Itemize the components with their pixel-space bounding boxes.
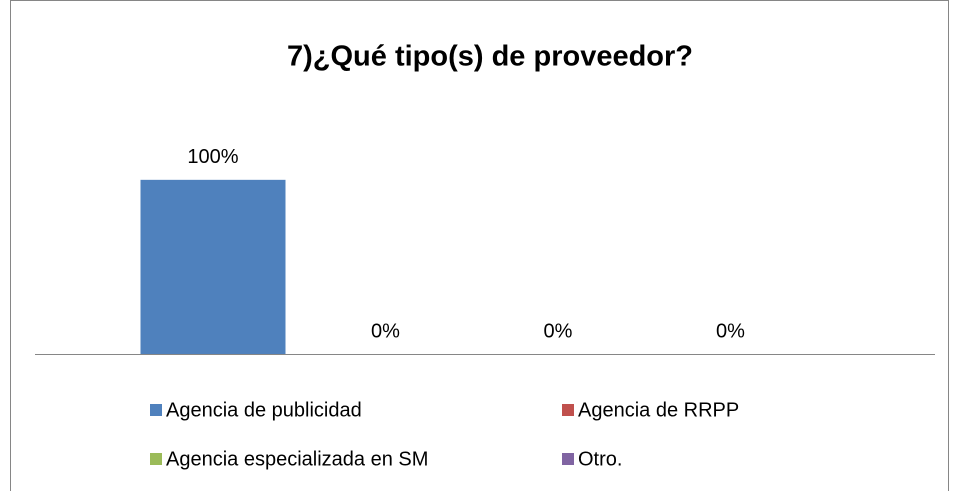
- legend-marker: [562, 404, 574, 416]
- legend-marker: [150, 404, 162, 416]
- legend-label: Otro.: [578, 448, 622, 470]
- bar: [140, 179, 286, 354]
- chart-title: 7)¿Qué tipo(s) de proveedor?: [287, 41, 693, 73]
- legend-marker: [150, 453, 162, 465]
- data-label: 0%: [716, 320, 745, 342]
- legend-label: Agencia de RRPP: [578, 399, 739, 421]
- data-label: 100%: [187, 146, 238, 168]
- data-label: 0%: [371, 320, 400, 342]
- legend-label: Agencia de publicidad: [166, 399, 362, 421]
- legend-label: Agencia especializada en SM: [166, 448, 428, 470]
- data-label: 0%: [544, 320, 573, 342]
- legend-marker: [562, 453, 574, 465]
